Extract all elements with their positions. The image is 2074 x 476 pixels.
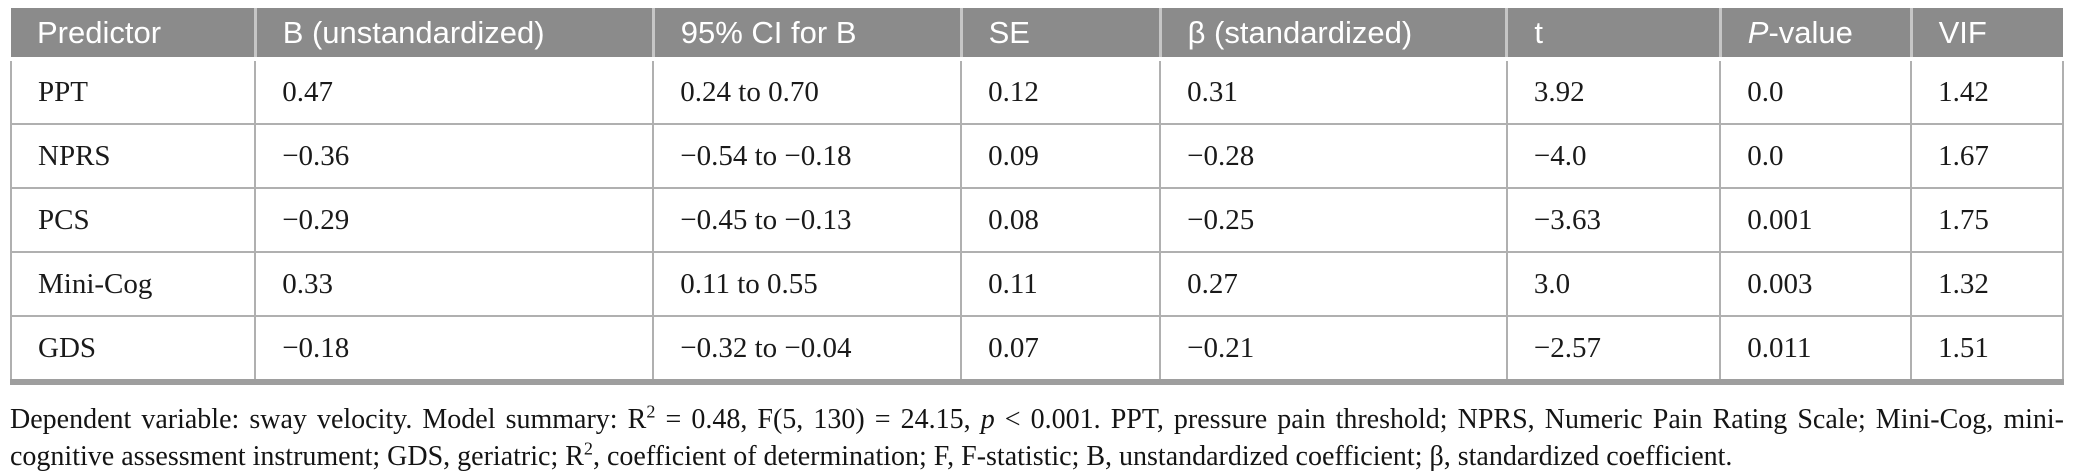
- cell-beta: −0.21: [1159, 315, 1508, 385]
- col-header-b-unstandardized: B (unstandardized): [253, 8, 654, 61]
- cell-b: −0.36: [254, 123, 655, 189]
- table-row-ppt: PPT 0.47 0.24 to 0.70 0.12 0.31 3.92 0.0…: [9, 58, 2064, 125]
- cell-se: 0.09: [960, 123, 1162, 189]
- cell-predictor: NPRS: [9, 123, 257, 189]
- cell-predictor: GDS: [9, 315, 257, 385]
- cell-predictor: PCS: [9, 187, 257, 253]
- cell-t: −3.63: [1505, 187, 1722, 253]
- cell-t: 3.92: [1505, 58, 1722, 125]
- cell-p: 0.0: [1719, 123, 1913, 189]
- footnote-superscript-2b: 2: [583, 438, 593, 459]
- p-value-italic-p: P: [1747, 14, 1769, 50]
- regression-table: Predictor B (unstandardized) 95% CI for …: [9, 8, 2064, 385]
- cell-t: 3.0: [1505, 251, 1722, 317]
- cell-se: 0.08: [960, 187, 1162, 253]
- cell-beta: −0.28: [1159, 123, 1508, 189]
- cell-ci: −0.32 to −0.04: [652, 315, 963, 385]
- cell-beta: −0.25: [1159, 187, 1508, 253]
- cell-se: 0.11: [960, 251, 1162, 317]
- cell-b: 0.33: [254, 251, 655, 317]
- cell-vif: 1.75: [1910, 187, 2064, 253]
- col-header-se: SE: [959, 8, 1161, 61]
- table-row-nprs: NPRS −0.36 −0.54 to −0.18 0.09 −0.28 −4.…: [9, 123, 2064, 189]
- footnote-text-4: , coefficient of determination; F, F-sta…: [593, 441, 1733, 472]
- cell-ci: −0.45 to −0.13: [652, 187, 963, 253]
- cell-se: 0.12: [960, 58, 1162, 125]
- cell-predictor: Mini-Cog: [9, 251, 257, 317]
- cell-p: 0.0: [1719, 58, 1913, 125]
- cell-vif: 1.42: [1910, 58, 2064, 125]
- cell-se: 0.07: [960, 315, 1162, 385]
- footnote-text-1: Dependent variable: sway velocity. Model…: [10, 404, 647, 435]
- table-header-row: Predictor B (unstandardized) 95% CI for …: [11, 8, 2063, 61]
- cell-ci: 0.11 to 0.55: [652, 251, 963, 317]
- table-row-minicog: Mini-Cog 0.33 0.11 to 0.55 0.11 0.27 3.0…: [9, 251, 2064, 317]
- col-header-p-value: P-value: [1718, 8, 1912, 61]
- col-header-vif: VIF: [1909, 8, 2063, 61]
- cell-b: 0.47: [254, 58, 655, 125]
- cell-vif: 1.51: [1910, 315, 2064, 385]
- table-footnote: Dependent variable: sway velocity. Model…: [10, 401, 2064, 475]
- cell-predictor: PPT: [9, 58, 257, 125]
- cell-p: 0.001: [1719, 187, 1913, 253]
- cell-b: −0.18: [254, 315, 655, 385]
- cell-ci: −0.54 to −0.18: [652, 123, 963, 189]
- footnote-text-2: = 0.48, F(5, 130) = 24.15,: [655, 404, 981, 435]
- p-value-suffix: -value: [1768, 14, 1853, 50]
- cell-beta: 0.31: [1159, 58, 1508, 125]
- cell-p: 0.003: [1719, 251, 1913, 317]
- col-header-95ci: 95% CI for B: [651, 8, 962, 61]
- footnote-text-3: < 0.001. PPT, pressure pain threshold; N…: [10, 404, 2064, 472]
- cell-ci: 0.24 to 0.70: [652, 58, 963, 125]
- cell-vif: 1.32: [1910, 251, 2064, 317]
- cell-vif: 1.67: [1910, 123, 2064, 189]
- col-header-t: t: [1505, 8, 1721, 61]
- cell-beta: 0.27: [1159, 251, 1508, 317]
- footnote-italic-p: p: [980, 404, 995, 435]
- table-row-pcs: PCS −0.29 −0.45 to −0.13 0.08 −0.25 −3.6…: [9, 187, 2064, 253]
- cell-p: 0.011: [1719, 315, 1913, 385]
- cell-t: −4.0: [1505, 123, 1722, 189]
- cell-b: −0.29: [254, 187, 655, 253]
- table-row-gds: GDS −0.18 −0.32 to −0.04 0.07 −0.21 −2.5…: [9, 315, 2064, 385]
- col-header-beta-standardized: β (standardized): [1158, 8, 1507, 61]
- col-header-predictor: Predictor: [11, 8, 256, 61]
- footnote-superscript-2: 2: [646, 401, 656, 422]
- cell-t: −2.57: [1505, 315, 1722, 385]
